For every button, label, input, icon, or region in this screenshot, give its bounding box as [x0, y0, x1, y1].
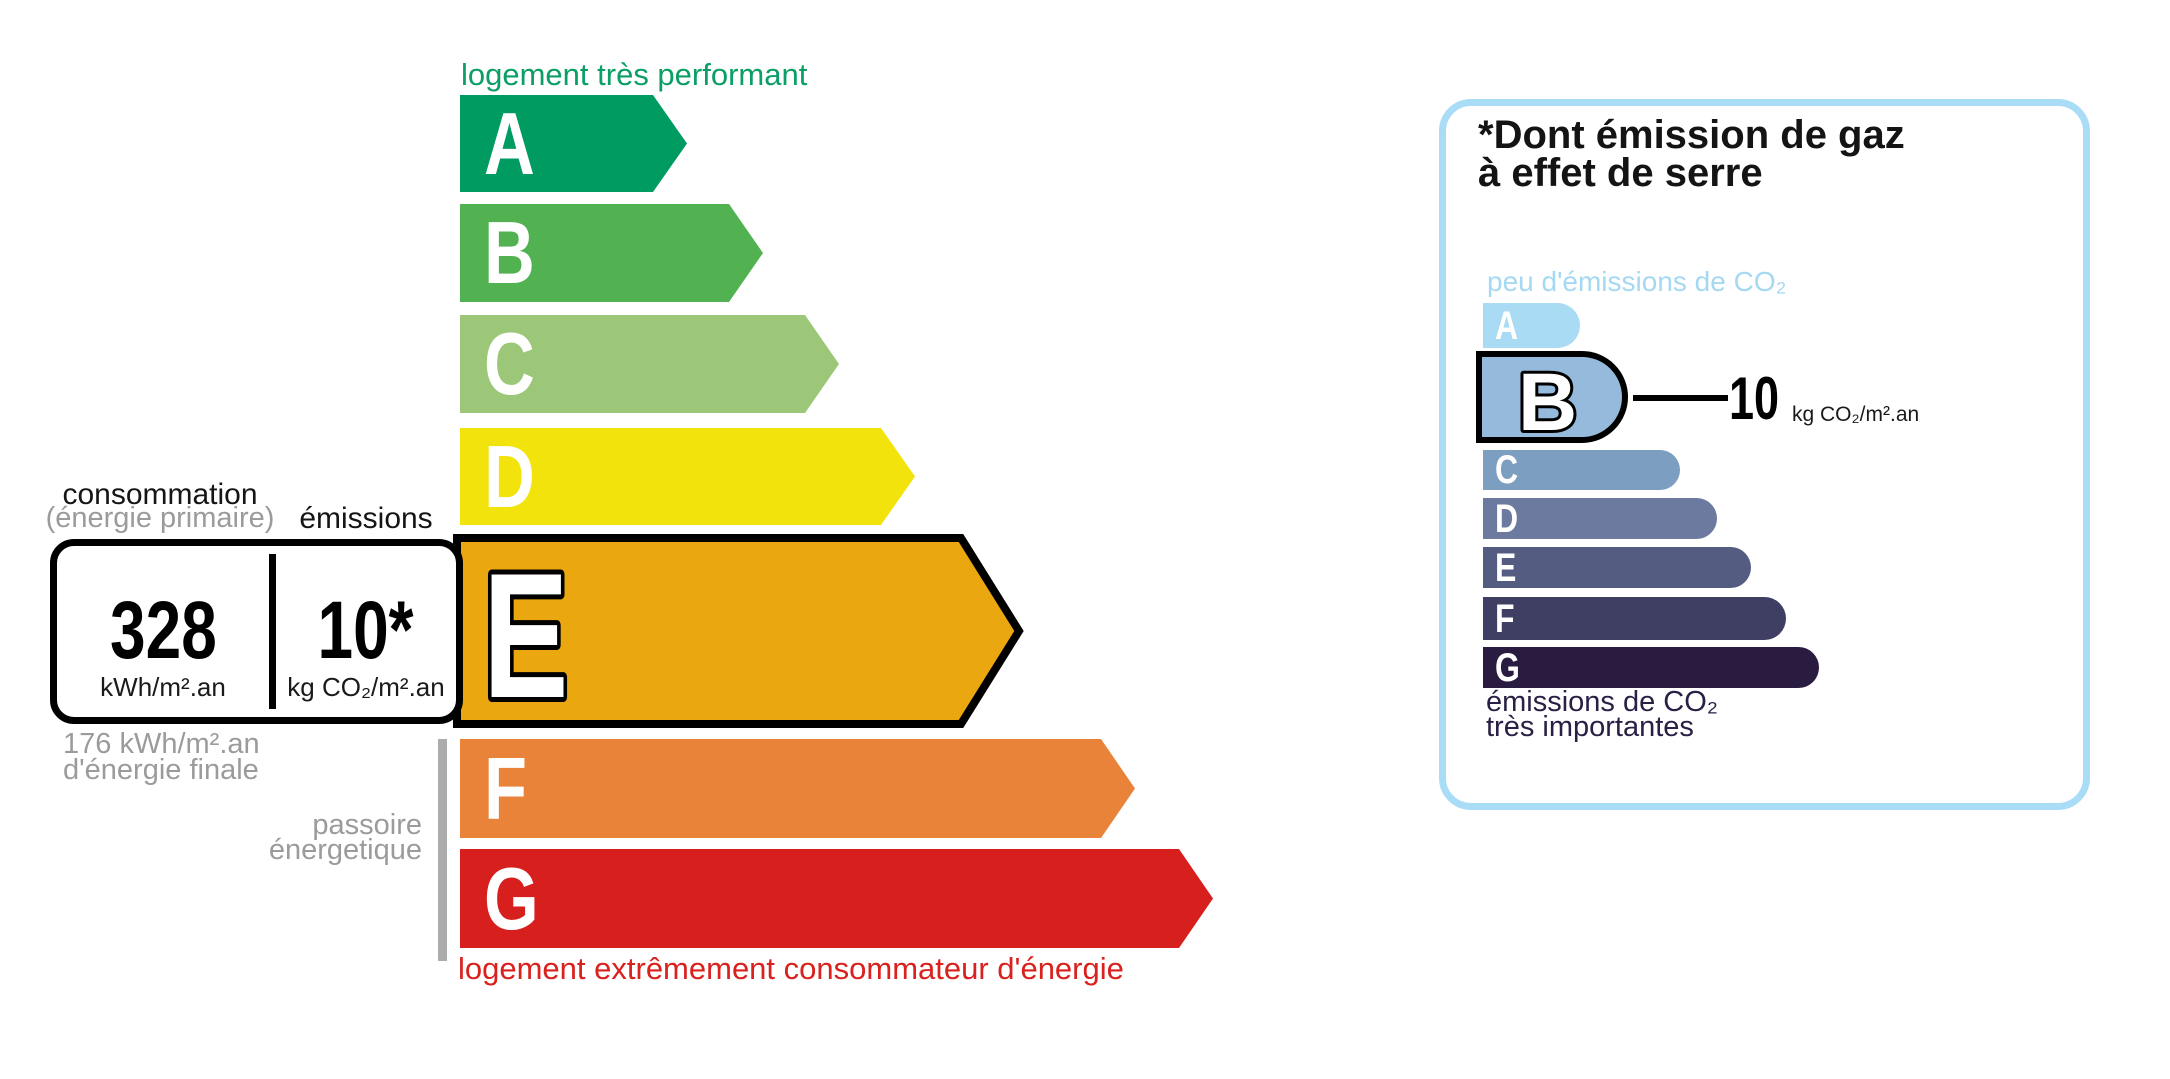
energy-class-g-arrow: G [460, 849, 1213, 948]
consumption-value: 328 [57, 590, 269, 672]
energy-class-d-arrow: D [460, 428, 915, 525]
co2-class-g-letter: G [1495, 645, 1520, 690]
energy-class-c-letter: C [484, 314, 535, 413]
energy-class-d-letter: D [484, 426, 535, 526]
co2-class-d-letter: D [1495, 496, 1519, 541]
co2-panel: *Dont émission de gaz à effet de serre p… [1439, 99, 2090, 810]
co2-low-emissions-label: peu d'émissions de CO₂ [1487, 266, 1787, 297]
co2-value-unit: kg CO₂/m².an [1792, 403, 1920, 426]
top-performance-label: logement très performant [461, 57, 808, 92]
co2-class-f-bar: F [1483, 597, 1786, 640]
consumption-unit: kWh/m².an [100, 672, 226, 702]
energy-class-f-letter: F [484, 738, 528, 838]
co2-class-a-letter: A [1495, 303, 1519, 348]
co2-class-b-letter: B [1518, 359, 1577, 441]
energy-sieve-annotation: passoire énergetique [268, 809, 422, 866]
emissions-value-text: 10* [317, 585, 415, 676]
co2-class-c-bar: C [1483, 450, 1680, 490]
co2-class-g-bar: G [1483, 647, 1819, 688]
primary-energy-subheader: (énergie primaire) [45, 502, 275, 534]
co2-value-connector-line [1633, 395, 1728, 401]
co2-class-c-letter: C [1495, 448, 1519, 492]
final-energy-annotation: 176 kWh/m².an d'énergie finale [63, 728, 260, 786]
energy-class-a-letter: A [484, 93, 535, 193]
energy-class-e-letter: E [483, 536, 568, 728]
co2-class-b-bar-current: B [1476, 351, 1628, 443]
consumption-value-text: 328 [109, 585, 217, 676]
co2-class-e-bar: E [1483, 547, 1751, 588]
emissions-value: 10* [276, 590, 456, 672]
energy-class-f-arrow: F [460, 739, 1135, 838]
energy-class-e-arrow-current: E [453, 534, 1024, 728]
energy-class-g-letter: G [484, 848, 539, 948]
score-box: 328 kWh/m².an 10* kg CO₂/m².an [50, 539, 463, 724]
emissions-header: émissions [299, 502, 433, 535]
co2-panel-title: *Dont émission de gaz à effet de serre [1478, 113, 1905, 195]
emissions-unit: kg CO₂/m².an [287, 672, 445, 702]
energy-class-a-arrow: A [460, 95, 687, 192]
score-box-divider [269, 554, 276, 709]
co2-class-a-bar: A [1483, 303, 1580, 348]
bottom-consumption-label: logement extrêmement consommateur d'éner… [458, 951, 1124, 986]
co2-high-emissions-label: émissions de CO₂ très importantes [1486, 686, 1719, 743]
co2-value-text: 10 [1729, 365, 1780, 432]
consumption-header: consommation [62, 478, 258, 511]
energy-class-c-arrow: C [460, 315, 839, 413]
energy-sieve-bracket [438, 739, 447, 961]
co2-class-f-letter: F [1495, 596, 1515, 641]
co2-class-e-letter: E [1495, 545, 1517, 590]
co2-value: 10 [1729, 369, 1796, 429]
energy-class-b-arrow: B [460, 204, 763, 302]
energy-class-b-letter: B [484, 203, 535, 302]
co2-class-b-letter-graphic: B [1515, 359, 1580, 441]
co2-class-d-bar: D [1483, 498, 1717, 539]
